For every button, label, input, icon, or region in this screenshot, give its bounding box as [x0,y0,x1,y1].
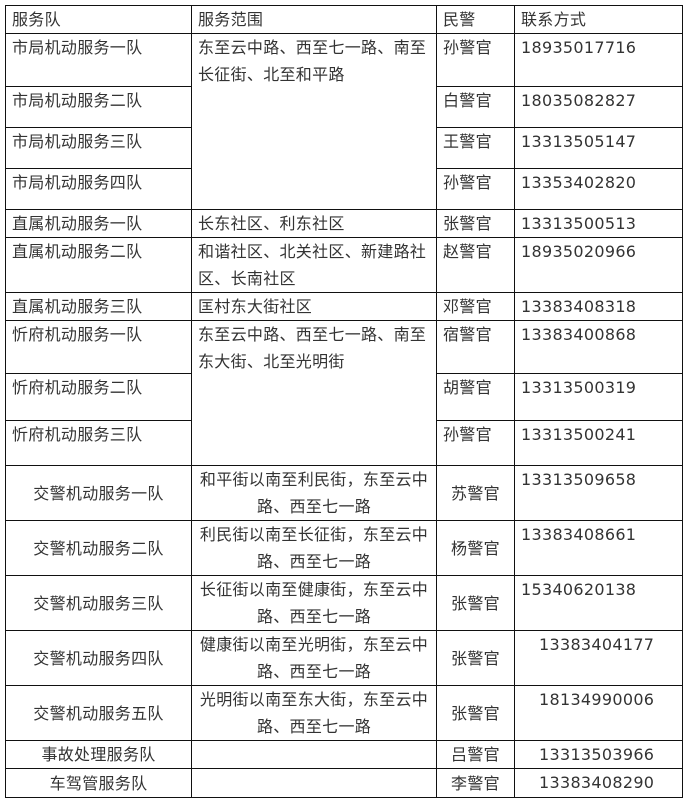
team-name: 车驾管服务队 [5,768,192,798]
table-row: 直属机动服务一队 长东社区、利东社区 张警官 13313500513 [5,209,683,238]
service-scope: 健康街以南至光明街，东至云中路、西至七一路 [191,630,437,686]
team-name: 忻府机动服务二队 [5,373,192,421]
table-row: 市局机动服务三队 王警官 13313505147 [5,127,683,169]
phone-number: 13313500513 [514,209,683,238]
phone-number: 13313503966 [514,740,683,769]
header-contact: 联系方式 [514,5,683,34]
phone-number: 18035082827 [514,86,683,128]
team-name: 交警机动服务二队 [5,520,192,576]
team-name: 市局机动服务二队 [5,86,192,128]
phone-number: 18134990006 [514,685,683,741]
header-scope: 服务范围 [191,5,437,34]
table-body: 服务队 服务范围 民警 联系方式 市局机动服务一队 东至云中路、西至七一路、南至长征街、北… [5,5,683,798]
table-row: 交警机动服务四队 健康街以南至光明街，东至云中路、西至七一路 张警官 13383404… [5,630,683,686]
service-scope: 光明街以南至东大街，东至云中路、西至七一路 [191,685,437,741]
team-name: 直属机动服务二队 [5,237,192,293]
service-team-table: 服务队 服务范围 民警 联系方式 市局机动服务一队 东至云中路、西至七一路、南至长征街、北… [5,5,683,798]
table-row: 市局机动服务四队 孙警官 13353402820 [5,168,683,210]
table-row: 直属机动服务三队 匡村东大街社区 邓警官 13383408318 [5,292,683,321]
officer-name: 李警官 [436,768,515,798]
officer-name: 张警官 [436,575,515,631]
service-scope: 匡村东大街社区 [191,292,437,321]
officer-name: 杨警官 [436,520,515,576]
officer-name: 孙警官 [436,33,515,87]
officer-name: 孙警官 [436,420,515,466]
phone-number: 13383404177 [514,630,683,686]
table-row: 交警机动服务二队 利民街以南至长征街，东至云中路、西至七一路 杨警官 13383408… [5,520,683,576]
team-name: 市局机动服务一队 [5,33,192,87]
service-scope: 长东社区、利东社区 [191,209,437,238]
team-name: 直属机动服务三队 [5,292,192,321]
team-name: 忻府机动服务一队 [5,320,192,374]
phone-number: 13383400868 [514,320,683,374]
officer-name: 孙警官 [436,168,515,210]
officer-name: 白警官 [436,86,515,128]
service-scope: 东至云中路、西至七一路、南至东大街、北至光明街 [191,320,437,466]
team-name: 直属机动服务一队 [5,209,192,238]
officer-name: 苏警官 [436,465,515,521]
phone-number: 13383408290 [514,768,683,798]
table-row: 车驾管服务队 李警官 13383408290 [5,768,683,798]
table-row: 忻府机动服务三队 孙警官 13313500241 [5,420,683,466]
header-row: 服务队 服务范围 民警 联系方式 [5,5,683,34]
team-name: 交警机动服务一队 [5,465,192,521]
table-row: 交警机动服务三队 长征街以南至健康街，东至云中路、西至七一路 张警官 15340620… [5,575,683,631]
phone-number: 18935017716 [514,33,683,87]
header-officer: 民警 [436,5,515,34]
team-name: 市局机动服务三队 [5,127,192,169]
service-scope [191,740,437,769]
table-row: 市局机动服务二队 白警官 18035082827 [5,86,683,128]
phone-number: 13383408661 [514,520,683,576]
officer-name: 宿警官 [436,320,515,374]
officer-name: 张警官 [436,685,515,741]
team-name: 交警机动服务五队 [5,685,192,741]
team-name: 交警机动服务三队 [5,575,192,631]
team-name: 市局机动服务四队 [5,168,192,210]
table-row: 直属机动服务二队 和谐社区、北关社区、新建路社区、长南社区 赵警官 189350209… [5,237,683,293]
service-scope [191,768,437,798]
table-row: 忻府机动服务一队 东至云中路、西至七一路、南至东大街、北至光明街 宿警官 133834… [5,320,683,466]
service-scope: 和平街以南至利民街，东至云中路、西至七一路 [191,465,437,521]
service-scope: 和谐社区、北关社区、新建路社区、长南社区 [191,237,437,293]
table-row: 事故处理服务队 吕警官 13313503966 [5,740,683,769]
officer-name: 胡警官 [436,373,515,421]
team-name: 事故处理服务队 [5,740,192,769]
phone-number: 15340620138 [514,575,683,631]
table-row: 交警机动服务五队 光明街以南至东大街，东至云中路、西至七一路 张警官 18134990… [5,685,683,741]
phone-number: 13313505147 [514,127,683,169]
phone-number: 18935020966 [514,237,683,293]
officer-name: 邓警官 [436,292,515,321]
officer-name: 王警官 [436,127,515,169]
service-scope: 东至云中路、西至七一路、南至长征街、北至和平路 [191,33,437,210]
team-name: 交警机动服务四队 [5,630,192,686]
service-scope: 利民街以南至长征街，东至云中路、西至七一路 [191,520,437,576]
phone-number: 13313509658 [514,465,683,521]
phone-number: 13353402820 [514,168,683,210]
officer-name: 张警官 [436,209,515,238]
team-name: 忻府机动服务三队 [5,420,192,466]
table-row: 市局机动服务一队 东至云中路、西至七一路、南至长征街、北至和平路 孙警官 189350… [5,33,683,210]
officer-name: 吕警官 [436,740,515,769]
phone-number: 13383408318 [514,292,683,321]
officer-name: 张警官 [436,630,515,686]
table-row: 忻府机动服务二队 胡警官 13313500319 [5,373,683,421]
header-team: 服务队 [5,5,192,34]
officer-name: 赵警官 [436,237,515,293]
table-row: 交警机动服务一队 和平街以南至利民街，东至云中路、西至七一路 苏警官 13313509… [5,465,683,521]
service-scope: 长征街以南至健康街，东至云中路、西至七一路 [191,575,437,631]
phone-number: 13313500241 [514,420,683,466]
phone-number: 13313500319 [514,373,683,421]
